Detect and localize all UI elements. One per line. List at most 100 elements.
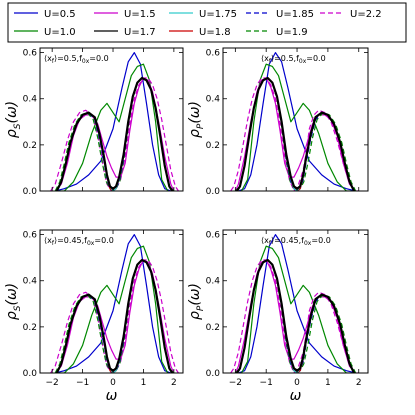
legend-label: U=1.9 — [276, 27, 308, 38]
series-line-U-1p9 — [54, 77, 175, 191]
y-tick-label: 0.4 — [23, 277, 38, 287]
y-axis-label-sub: P — [196, 305, 206, 311]
y-tick-label: 0.0 — [23, 369, 38, 379]
legend-label: U=1.75 — [199, 9, 237, 20]
legend: U=0.5 U=1.5 U=1.75 U=1.85 U=2.2 U=1.0 U=1.7 U=1… — [7, 2, 407, 43]
legend-label: U=1.7 — [124, 27, 156, 38]
annotation-part: ⟨x — [44, 54, 52, 63]
panel-bottom-right: −2 −1 0 1 2 0.0 0.2 0.4 0.6 ρP(ω) ω ⟨xf⟩=0.45,f0x=0… — [187, 229, 369, 404]
legend-label: U=1.0 — [44, 27, 76, 38]
series-group — [50, 234, 179, 373]
x-tick-label: 0 — [110, 378, 116, 388]
annotation-sub: f — [269, 240, 272, 247]
y-axis-label-base: ρ — [187, 311, 203, 320]
series-line-U-0p5 — [55, 52, 172, 191]
series-group — [50, 52, 179, 191]
panel-annotation: ⟨xf⟩=0.45,f0x=0.0 — [44, 236, 114, 247]
series-line-U-2p2 — [230, 77, 361, 191]
y-tick-label: 0.4 — [206, 277, 221, 287]
legend-label: U=1.8 — [199, 27, 231, 38]
x-tick-label: −1 — [260, 378, 273, 388]
series-line-U-0p5 — [238, 52, 356, 191]
chart-panels: 0.00.20.40.6ρS(ω)⟨xf⟩=0.5,f0x=0.00.00.20… — [4, 47, 369, 404]
panel-top-left: 0.0 0.2 0.4 0.6 ρS(ω) ⟨xf⟩=0.5,f0x=0.0 — [4, 47, 184, 197]
x-tick-label: 1 — [325, 378, 331, 388]
series-line-U-2p2 — [230, 259, 361, 373]
panel-annotation: ⟨xf⟩=0.45,f0x=0.0 — [261, 236, 331, 247]
series-group — [230, 52, 361, 191]
x-tick-label: 2 — [171, 378, 177, 388]
y-axis-label-arg: (ω) — [187, 101, 203, 124]
legend-item: U=1.7 — [94, 27, 156, 38]
annotation-part: =0.0 — [306, 54, 325, 63]
plot-frame — [39, 229, 184, 374]
x-tick-label: 1 — [141, 378, 147, 388]
legend-item: U=2.2 — [320, 9, 382, 20]
annotation-part: ⟨x — [261, 236, 269, 245]
y-axis-label-arg: (ω) — [187, 283, 203, 306]
annotation-sub: f — [52, 240, 55, 247]
annotation-sub: 0x — [299, 58, 307, 65]
y-axis-label: ρP(ω) — [187, 283, 206, 320]
annotation-sub: 0x — [87, 240, 95, 247]
legend-label: U=2.2 — [350, 9, 382, 20]
legend-item: U=0.5 — [14, 9, 76, 20]
annotation-part: ⟩=0.45,f — [271, 236, 304, 245]
y-tick-label: 0.4 — [206, 95, 221, 105]
x-tick-label: −2 — [46, 378, 59, 388]
legend-label: U=1.85 — [276, 9, 314, 20]
y-tick-label: 0.2 — [23, 323, 37, 333]
y-axis-label-arg: (ω) — [4, 283, 20, 306]
annotation-part: ⟨x — [261, 54, 269, 63]
annotation-sub: 0x — [82, 58, 90, 65]
annotation-sub: f — [52, 58, 55, 65]
legend-item: U=1.0 — [14, 27, 76, 38]
y-axis-label-base: ρ — [4, 311, 20, 320]
x-tick-label: 2 — [356, 378, 362, 388]
legend-label: U=1.5 — [124, 9, 156, 20]
y-tick-label: 0.0 — [206, 369, 221, 379]
y-tick-label: 0.2 — [206, 141, 220, 151]
panel-top-right: 0.0 0.2 0.4 0.6 ρP(ω) ⟨xf⟩=0.5,f0x=0.0 — [187, 47, 369, 197]
y-axis-label-arg: (ω) — [4, 101, 20, 124]
y-axis-label-base: ρ — [187, 129, 203, 138]
annotation-sub: f — [269, 58, 272, 65]
plot-frame — [222, 47, 369, 192]
legend-label: U=0.5 — [44, 9, 76, 20]
y-axis-label-base: ρ — [4, 129, 20, 138]
annotation-part: =0.0 — [89, 54, 108, 63]
y-tick-label: 0.6 — [206, 231, 221, 241]
y-tick-label: 0.6 — [23, 49, 38, 59]
x-tick-label: 0 — [294, 378, 300, 388]
series-group — [230, 234, 361, 373]
annotation-part: =0.0 — [94, 236, 113, 245]
annotation-part: ⟩=0.5,f — [271, 54, 299, 63]
plot-frame — [39, 47, 184, 192]
plot-frame — [222, 229, 369, 374]
y-tick-label: 0.6 — [206, 49, 221, 59]
legend-frame — [7, 2, 407, 43]
y-tick-label: 0.2 — [206, 323, 220, 333]
y-tick-label: 0.0 — [23, 187, 38, 197]
annotation-sub: 0x — [304, 240, 312, 247]
y-axis-label: ρP(ω) — [187, 101, 206, 138]
panel-annotation: ⟨xf⟩=0.5,f0x=0.0 — [44, 54, 109, 65]
y-tick-label: 0.4 — [23, 95, 38, 105]
legend-item: U=1.9 — [246, 27, 308, 38]
annotation-part: =0.0 — [311, 236, 330, 245]
series-line-U-1p7 — [235, 76, 356, 191]
y-tick-label: 0.6 — [23, 231, 38, 241]
y-axis-label: ρS(ω) — [4, 101, 23, 138]
annotation-part: ⟩=0.45,f — [54, 236, 87, 245]
y-axis-label-sub: P — [196, 123, 206, 129]
y-axis-label: ρS(ω) — [4, 283, 23, 320]
series-line-U-1p7 — [55, 76, 174, 191]
series-line-U-0p5 — [55, 234, 172, 373]
x-tick-label: −2 — [229, 378, 242, 388]
panel-bottom-left: −2 −1 0 1 2 0.0 0.2 0.4 0.6 ρS(ω) ω ⟨xf⟩=0.45,f0x=0… — [4, 229, 184, 404]
y-tick-label: 0.2 — [23, 141, 37, 151]
legend-item: U=1.85 — [246, 9, 314, 20]
x-axis-label: ω — [106, 388, 118, 404]
legend-item: U=1.8 — [169, 27, 231, 38]
